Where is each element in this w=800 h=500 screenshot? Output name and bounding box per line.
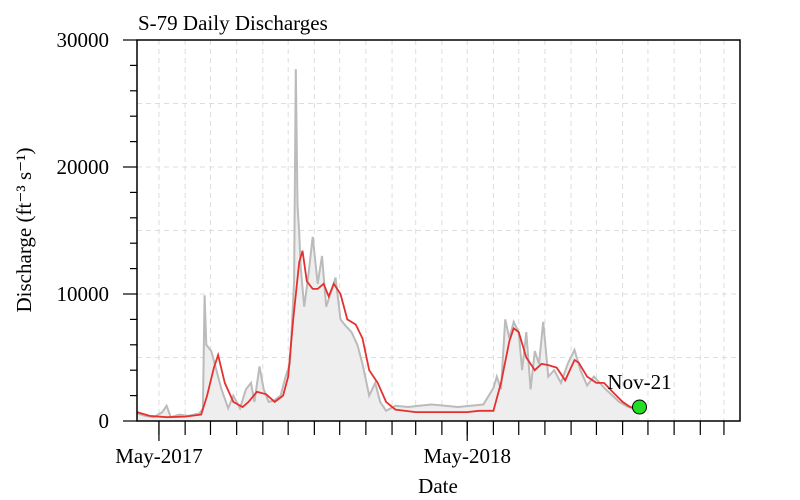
- grid-lines: [137, 40, 740, 421]
- series-layer: [136, 69, 640, 421]
- daily-discharge-area: [137, 69, 640, 421]
- y-axis: 0 10000 20000 30000: [57, 28, 137, 433]
- moving-average-line: [136, 250, 640, 419]
- x-axis: May-2017 May-2018: [115, 421, 725, 468]
- y-tick-label: 0: [99, 409, 110, 433]
- y-tick-label: 20000: [57, 155, 110, 179]
- x-tick-label: May-2017: [115, 444, 203, 468]
- y-tick-label: 30000: [57, 28, 110, 52]
- daily-discharge-line: [136, 69, 640, 419]
- x-tick-label: May-2018: [423, 444, 511, 468]
- latest-value-marker: [632, 399, 647, 415]
- y-axis-label: Discharge (ft⁻³ s⁻¹): [12, 147, 36, 312]
- plot-frame: [136, 39, 741, 422]
- chart-title: S-79 Daily Discharges: [138, 11, 328, 35]
- y-tick-label: 10000: [57, 282, 110, 306]
- annotation-layer: Nov-21: [607, 370, 672, 415]
- x-axis-label: Date: [418, 474, 458, 498]
- latest-date-label: Nov-21: [607, 370, 671, 394]
